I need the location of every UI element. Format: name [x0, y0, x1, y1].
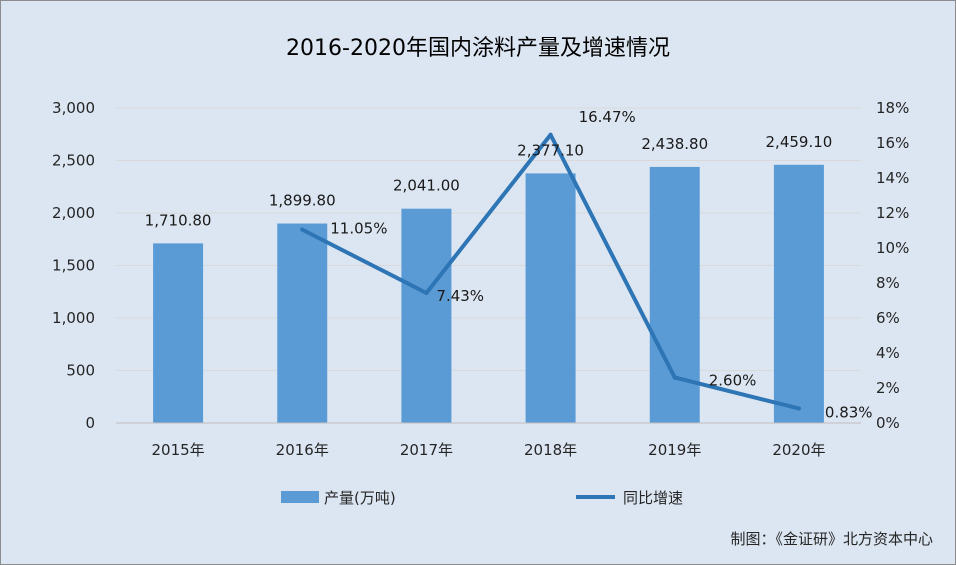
- source-note: 制图：《金证研》北方资本中心: [730, 530, 933, 548]
- bar-value-label: 1,710.80: [145, 211, 212, 229]
- line-point: [672, 375, 677, 380]
- y-left-tick-label: 1,000: [52, 309, 95, 327]
- y-left-tick-label: 1,500: [52, 257, 95, 275]
- x-tick-label: 2018年: [524, 441, 577, 459]
- y-left-tick-label: 0: [85, 414, 95, 432]
- bar-value-label: 2,377.10: [517, 141, 584, 159]
- y-right-tick-label: 2%: [876, 379, 900, 397]
- line-value-label: 0.83%: [825, 403, 873, 421]
- line-value-label: 7.43%: [436, 287, 484, 305]
- y-right-tick-label: 4%: [876, 344, 900, 362]
- x-tick-label: 2019年: [648, 441, 701, 459]
- x-tick-label: 2015年: [151, 441, 204, 459]
- legend-label-line: 同比增速: [623, 489, 683, 507]
- line-series: [300, 132, 801, 411]
- y-right-tick-label: 18%: [876, 99, 909, 117]
- y-right-tick-label: 6%: [876, 309, 900, 327]
- x-tick-label: 2016年: [276, 441, 329, 459]
- legend: 产量(万吨) 同比增速: [281, 489, 683, 507]
- y-right-tick-label: 8%: [876, 274, 900, 292]
- legend-label-bar: 产量(万吨): [324, 489, 396, 507]
- legend-swatch-bar: [281, 491, 319, 503]
- y-right-tick-label: 16%: [876, 134, 909, 152]
- line-value-label: 11.05%: [330, 220, 387, 238]
- line-point: [300, 227, 305, 232]
- y-right-tick-label: 10%: [876, 239, 909, 257]
- bar: [277, 223, 328, 423]
- x-tick-label: 2017年: [400, 441, 453, 459]
- line-point: [796, 406, 801, 411]
- y-right-tick-label: 12%: [876, 204, 909, 222]
- line-point: [424, 290, 429, 295]
- y-left-tick-label: 2,500: [52, 152, 95, 170]
- y-axis-left: 0 500 1,000 1,500 2,000 2,500 3,000: [52, 99, 95, 432]
- data-labels: 1,710.80 1,899.80 2,041.00 2,377.10 2,438.80…: [145, 108, 873, 422]
- bar-value-label: 1,899.80: [269, 192, 336, 210]
- y-left-tick-label: 3,000: [52, 99, 95, 117]
- y-left-tick-label: 500: [66, 362, 95, 380]
- line-point: [548, 132, 553, 137]
- bar-value-label: 2,438.80: [641, 135, 708, 153]
- bar: [773, 164, 824, 423]
- bar: [525, 173, 576, 423]
- line-value-label: 2.60%: [709, 372, 757, 390]
- y-left-tick-label: 2,000: [52, 204, 95, 222]
- bar: [649, 166, 700, 423]
- bar: [153, 243, 204, 423]
- bar-value-label: 2,459.10: [766, 133, 833, 151]
- y-right-tick-label: 0%: [876, 414, 900, 432]
- chart-title: 2016-2020年国内涂料产量及增速情况: [286, 36, 670, 61]
- bar: [401, 208, 452, 423]
- y-axis-right: 0% 2% 4% 6% 8% 10% 12% 14% 16% 18%: [876, 99, 909, 432]
- bar-value-label: 2,041.00: [393, 177, 460, 195]
- x-tick-label: 2020年: [772, 441, 825, 459]
- x-axis: 2015年 2016年 2017年 2018年 2019年 2020年: [116, 422, 861, 459]
- y-right-tick-label: 14%: [876, 169, 909, 187]
- line-value-label: 16.47%: [579, 108, 636, 126]
